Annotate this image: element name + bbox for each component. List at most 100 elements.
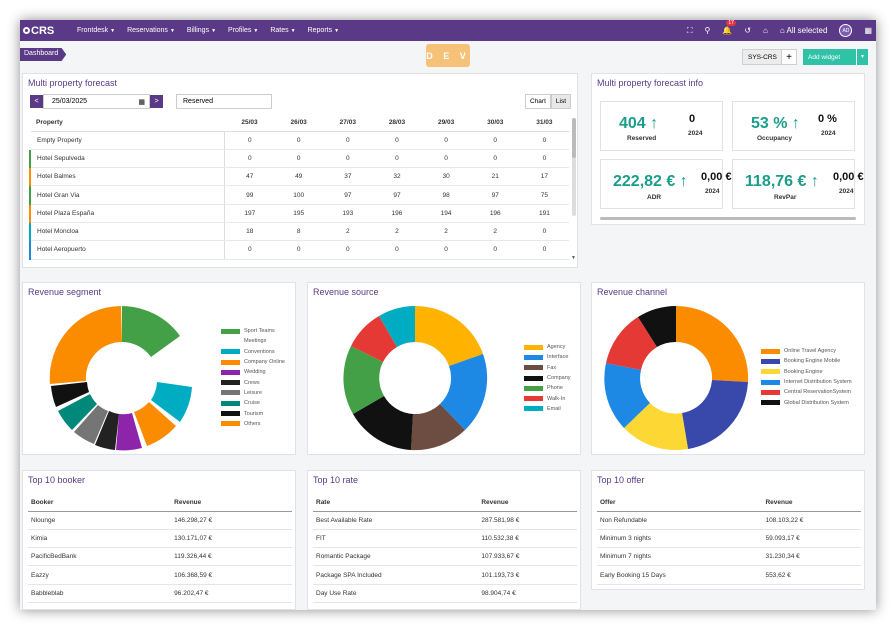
legend-item[interactable]: Conventions [221, 347, 285, 357]
legend-item[interactable]: Fax [524, 363, 571, 373]
channel-slice-ota[interactable] [676, 305, 749, 382]
channel-slice-booking-engine-mobile[interactable] [682, 380, 748, 449]
source-slice-company[interactable] [353, 396, 413, 450]
segment-slice-crews[interactable] [95, 411, 119, 450]
channel-slice-crs[interactable] [606, 317, 657, 370]
property-select[interactable]: SYS-CRS [742, 49, 783, 65]
scrollbar-thumb[interactable] [572, 118, 576, 158]
nav-billings[interactable]: Billings ▼ [186, 27, 217, 34]
nav-reservations[interactable]: Reservations ▼ [127, 27, 175, 34]
legend-item[interactable]: Email [524, 404, 571, 414]
legend-item[interactable]: Sport Teams [221, 326, 285, 336]
row-revenue: 287.581,98 € [478, 511, 577, 530]
row-revenue: 130.171,07 € [171, 529, 292, 549]
vertical-scrollbar[interactable] [572, 118, 576, 216]
list-view-button[interactable]: List [550, 94, 572, 109]
channel-slice-booking-engine[interactable] [624, 403, 688, 451]
property-selector[interactable]: ⌂ All selected [779, 26, 828, 35]
source-slice-email[interactable] [379, 306, 415, 347]
inbox-icon[interactable]: ⌂ [763, 26, 768, 35]
segment-slice-cruise[interactable] [58, 394, 97, 430]
legend-item[interactable]: Walk-In [524, 393, 571, 403]
legend-item[interactable]: Booking Engine [761, 367, 852, 377]
source-slice-phone[interactable] [343, 346, 384, 414]
add-widget-dropdown[interactable]: ▼ [856, 49, 868, 65]
top-rate-card: Top 10 rate Rate Revenue Best Available R… [307, 470, 581, 610]
next-date-button[interactable]: > [150, 95, 163, 108]
kpi-occupancy: 53 % ↑ Occupancy 0 % 2024 [732, 101, 855, 151]
legend-item[interactable]: Agency [524, 342, 571, 352]
logo-mark-icon [23, 27, 30, 34]
row-revenue: 96.202,47 € [171, 584, 292, 603]
segment-slice-company-online[interactable] [134, 402, 176, 446]
prev-date-button[interactable]: < [30, 95, 43, 108]
segment-slice-wedding[interactable] [116, 413, 142, 451]
row-revenue: 98.904,74 € [478, 584, 577, 603]
legend-label: Email [547, 405, 561, 412]
legend-item[interactable]: Company [524, 373, 571, 383]
history-icon[interactable]: ↺ [744, 26, 752, 35]
forecast-cell: 0 [274, 131, 324, 150]
source-slice-interface[interactable] [440, 354, 488, 430]
forecast-cell: 99 [224, 185, 275, 205]
segment-slice-sport-teams[interactable] [122, 306, 180, 357]
avatar[interactable]: AD [839, 24, 853, 37]
legend-item[interactable]: Crews [221, 377, 285, 387]
legend-item[interactable]: Others [221, 419, 285, 429]
forecast-cell: 0 [274, 149, 324, 169]
caret-down-icon: ▼ [110, 28, 116, 34]
legend-item[interactable]: Internet Distribution System [761, 377, 852, 387]
top-booker-table-body: Nlounge 146.298,27 € Kimia 130.171,07 € Paci… [28, 511, 292, 603]
legend-label: Wedding [244, 369, 266, 376]
scroll-down-icon[interactable]: ▼ [571, 255, 576, 261]
forecast-table-body: Empty Property 0 0 0 0 0 0 0 Hotel Sepulveda 0 0 0 0… [29, 131, 569, 260]
nav-profiles[interactable]: Profiles ▼ [228, 27, 259, 34]
nav-frontdesk[interactable]: Frontdesk ▼ [77, 27, 116, 34]
legend-item[interactable]: Phone [524, 383, 571, 393]
legend-swatch [221, 328, 240, 334]
row-revenue: 553,62 € [762, 565, 861, 585]
legend-item[interactable]: Meetings [221, 336, 285, 346]
chart-view-button[interactable]: Chart [525, 94, 551, 109]
row-revenue: 106.368,59 € [171, 565, 292, 585]
nav-reports[interactable]: Reports ▼ [307, 27, 340, 34]
apps-grid-icon[interactable]: ▦ [864, 26, 872, 35]
forecast-cell: 0 [421, 131, 471, 150]
nav-rates[interactable]: Rates ▼ [270, 27, 296, 34]
segment-slice-tourism[interactable] [51, 382, 89, 407]
segment-slice-others[interactable] [49, 306, 122, 384]
legend-swatch [524, 375, 543, 381]
source-slice-agency[interactable] [415, 305, 483, 366]
segment-slice-leisure[interactable] [74, 405, 108, 444]
source-slice-walk-in[interactable] [351, 316, 397, 362]
legend-item[interactable]: Company Online [221, 357, 285, 367]
horizontal-scrollbar[interactable] [600, 217, 856, 220]
bell-icon[interactable]: 🔔 17 [722, 20, 736, 35]
legend-item[interactable]: Tourism [221, 408, 285, 418]
legend-item[interactable]: Leisure [221, 388, 285, 398]
legend-item[interactable]: Wedding [221, 367, 285, 377]
add-button[interactable]: + [781, 49, 797, 65]
legend-item[interactable]: Central ReservationSystem [761, 387, 852, 397]
logo[interactable]: CRS [23, 25, 69, 37]
table-row: Nlounge 146.298,27 € [28, 511, 292, 530]
legend-item[interactable]: Cruise [221, 398, 285, 408]
calendar-icon[interactable]: ▦ [138, 98, 145, 106]
add-widget-button[interactable]: Add widget ▼ [803, 49, 868, 65]
legend-swatch [524, 385, 543, 391]
date-input[interactable]: 25/03/2025 ▦ [43, 94, 150, 109]
search-icon[interactable]: ⚲ [704, 26, 711, 35]
segment-slice-conventions[interactable] [151, 382, 192, 422]
fullscreen-icon[interactable]: ⛶ [686, 25, 693, 35]
forecast-cell: 97 [372, 185, 422, 205]
legend-item[interactable]: Global Distribution System [761, 397, 852, 407]
kpi-value: 222,82 € ↑ [613, 173, 688, 190]
channel-slice-gds[interactable] [638, 306, 676, 347]
legend-item[interactable]: Interface [524, 352, 571, 362]
legend-item[interactable]: Online Travel Agency [761, 346, 852, 356]
channel-slice-ids[interactable] [604, 363, 650, 428]
source-slice-fax[interactable] [411, 404, 465, 451]
breadcrumb[interactable]: Dashboard [20, 48, 67, 61]
metric-select[interactable]: Reserved [176, 94, 272, 109]
legend-item[interactable]: Booking Engine Mobile [761, 356, 852, 366]
